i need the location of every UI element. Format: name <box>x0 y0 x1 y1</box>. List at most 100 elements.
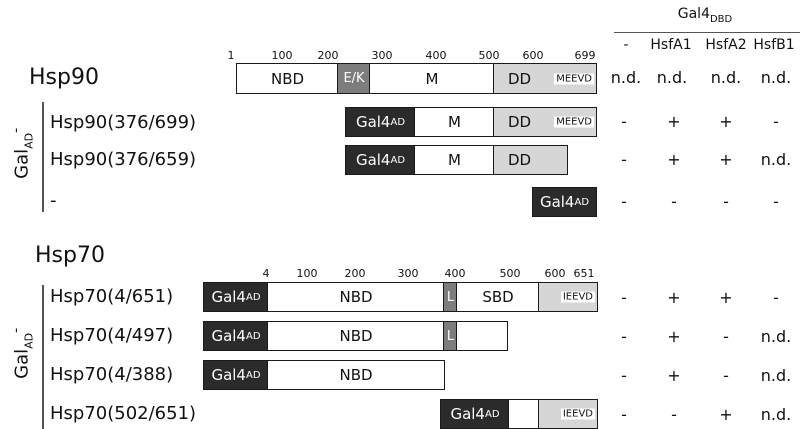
result-cell: n.d. <box>760 366 792 385</box>
hsp90-m-domain: M <box>414 145 495 175</box>
header-rule <box>614 32 800 33</box>
hsp70-ctd-domain: IEEVD <box>538 282 598 312</box>
result-cell: + <box>667 288 681 307</box>
hsp70-sbd-fragment <box>508 399 540 429</box>
col-header-none: - <box>623 37 629 53</box>
col-header-hsfa1: HsfA1 <box>650 37 692 53</box>
domain-label: M <box>425 69 439 88</box>
hsp70-tick: 400 <box>444 267 466 280</box>
result-cell: - <box>621 150 627 169</box>
result-cell: + <box>667 112 681 131</box>
hsp70-sbd-fragment <box>456 321 508 351</box>
gal4ad-sub: AD <box>390 154 406 166</box>
gal4-ad-domain: Gal4 AD <box>203 282 269 312</box>
hsp90-m-domain: M <box>369 63 495 94</box>
result-cell: - <box>723 366 729 385</box>
domain-label: E/K <box>343 71 365 86</box>
construct-label: Hsp70(4/651) <box>50 286 174 307</box>
result-cell: + <box>719 112 733 131</box>
hsp90-dd-domain: DD MEEVD <box>493 107 597 137</box>
gal-ad-text: Gal <box>11 148 33 179</box>
gal4-dbd-header: Gal4DBD <box>660 6 750 25</box>
result-cell: n.d. <box>710 68 742 87</box>
hsp90-tick: 400 <box>425 49 447 62</box>
result-cell: - <box>621 405 627 424</box>
result-cell: - <box>723 327 729 346</box>
hsp90-tick: 699 <box>574 49 596 62</box>
result-cell: - <box>773 112 779 131</box>
result-cell: - <box>621 327 627 346</box>
gal4-ad-domain: Gal4 AD <box>203 321 269 351</box>
hsp70-nbd-domain: NBD <box>267 321 445 351</box>
gal-ad-sub: AD <box>22 332 36 349</box>
result-cell: - <box>621 366 627 385</box>
hsp90-tick: 300 <box>371 49 393 62</box>
gal4ad-sub: AD <box>574 196 590 208</box>
domain-label: L <box>446 289 455 305</box>
hsp90-ek-domain: E/K <box>337 63 371 94</box>
hsp90-tick: 200 <box>317 49 339 62</box>
hsp70-nbd-domain: NBD <box>267 360 445 390</box>
gal4ad-sub: AD <box>245 291 261 303</box>
construct-label: - <box>50 190 57 211</box>
result-cell: - <box>773 288 779 307</box>
hsp90-tick: 1 <box>227 49 235 62</box>
result-cell: - <box>621 112 627 131</box>
result-cell: - <box>773 192 779 211</box>
hsp70-title: Hsp70 <box>35 243 105 268</box>
result-cell: - <box>723 192 729 211</box>
hsp90-bracket-line <box>42 102 44 212</box>
result-cell: - <box>621 288 627 307</box>
construct-label: Hsp90(376/699) <box>50 112 197 133</box>
domain-label: L <box>446 328 455 344</box>
meevd-motif: MEEVD <box>554 73 594 84</box>
hsp70-sbd-domain: SBD <box>456 282 540 312</box>
result-cell: + <box>667 150 681 169</box>
domain-label: NBD <box>339 366 373 384</box>
result-cell: n.d. <box>760 405 792 424</box>
gal4ad-sub: AD <box>245 369 261 381</box>
ieevd-motif: IEEVD <box>560 408 595 420</box>
gal4-dbd-sub: DBD <box>709 13 733 25</box>
domain-label: DD <box>508 151 532 169</box>
hsp90-dd-domain: DD <box>493 145 568 175</box>
hsp70-nbd-domain: NBD <box>267 282 445 312</box>
gal4-ad-domain: Gal4 AD <box>345 107 416 137</box>
gal-ad-suffix: - <box>8 127 25 133</box>
result-cell: + <box>667 327 681 346</box>
gal4-ad-domain: Gal4 AD <box>532 187 597 217</box>
hsp70-bracket-line <box>42 285 44 429</box>
result-cell: n.d. <box>760 68 792 87</box>
gal-ad-suffix: - <box>8 327 25 333</box>
result-cell: n.d. <box>610 68 642 87</box>
domain-label: M <box>448 113 461 131</box>
gal4-ad-domain: Gal4 AD <box>345 145 416 175</box>
hsp90-tick: 500 <box>478 49 500 62</box>
hsp70-tick: 4 <box>262 267 270 280</box>
gal-ad-text: Gal <box>11 348 33 379</box>
hsp90-title: Hsp90 <box>29 65 99 90</box>
gal-ad-sub: AD <box>22 132 36 149</box>
ieevd-motif: IEEVD <box>560 291 595 303</box>
gal4ad-text: Gal4 <box>211 288 246 306</box>
gal-ad-label-hsp90: GalAD- <box>9 123 36 183</box>
domain-label: NBD <box>339 327 373 345</box>
gal-ad-label-hsp70: GalAD- <box>9 323 36 383</box>
result-cell: n.d. <box>760 150 792 169</box>
gal4-ad-domain: Gal4 AD <box>440 399 510 429</box>
gal4ad-text: Gal4 <box>211 366 246 384</box>
hsp90-tick: 100 <box>271 49 293 62</box>
result-cell: + <box>719 150 733 169</box>
gal4ad-sub: AD <box>484 408 500 420</box>
hsp70-ctd-domain: IEEVD <box>538 399 598 429</box>
construct-label: Hsp70(4/497) <box>50 325 174 346</box>
meevd-motif: MEEVD <box>554 116 594 128</box>
gal4ad-text: Gal4 <box>450 405 485 423</box>
domain-label: SBD <box>482 288 514 306</box>
col-header-hsfb1: HsfB1 <box>753 37 795 53</box>
gal4-dbd-label: Gal4 <box>677 6 710 22</box>
result-cell: n.d. <box>656 68 688 87</box>
gal4ad-sub: AD <box>390 116 406 128</box>
hsp70-tick: 200 <box>344 267 366 280</box>
domain-label: DD <box>508 69 532 88</box>
